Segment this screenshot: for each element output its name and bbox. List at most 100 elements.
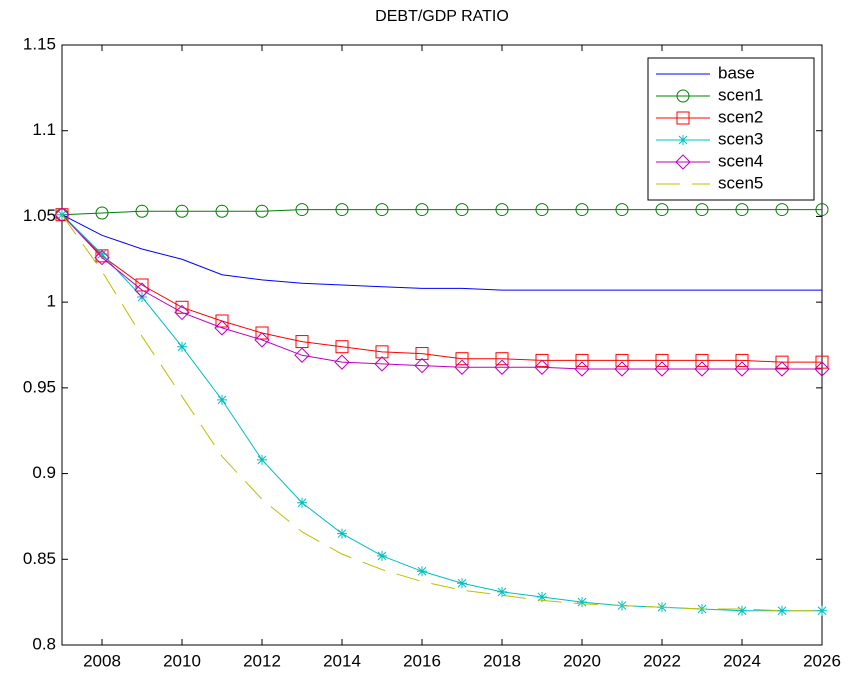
x-tick-label: 2018 xyxy=(483,651,521,670)
marker xyxy=(295,203,309,217)
marker xyxy=(775,203,789,217)
marker xyxy=(174,304,190,321)
y-tick-label: 0.85 xyxy=(23,549,56,568)
legend-label: scen2 xyxy=(718,107,763,126)
marker xyxy=(815,355,829,369)
marker xyxy=(535,203,549,217)
marker xyxy=(57,209,67,220)
legend-label: scen4 xyxy=(718,151,763,170)
marker xyxy=(294,347,310,363)
marker xyxy=(695,353,709,367)
marker xyxy=(177,341,187,352)
marker xyxy=(134,282,150,298)
marker xyxy=(495,203,509,217)
marker xyxy=(734,361,750,377)
y-tick-label: 0.9 xyxy=(32,463,56,482)
marker xyxy=(215,314,229,328)
marker xyxy=(295,335,309,349)
x-tick-label: 2014 xyxy=(323,651,361,670)
marker xyxy=(415,347,429,361)
marker xyxy=(217,394,227,405)
marker xyxy=(95,206,109,220)
y-tick-label: 0.95 xyxy=(23,377,56,396)
marker xyxy=(577,597,587,608)
marker xyxy=(497,586,507,597)
marker xyxy=(374,356,390,372)
marker xyxy=(676,89,690,103)
marker xyxy=(255,326,269,340)
marker xyxy=(735,203,749,217)
marker xyxy=(375,345,389,359)
marker xyxy=(255,204,269,218)
marker xyxy=(175,300,189,314)
marker xyxy=(815,203,829,217)
marker xyxy=(455,203,469,217)
x-tick-label: 2016 xyxy=(403,651,441,670)
marker xyxy=(414,357,430,374)
marker xyxy=(737,605,747,616)
marker xyxy=(214,320,230,336)
marker xyxy=(694,361,710,377)
legend-label: scen3 xyxy=(718,129,763,148)
x-tick-label: 2020 xyxy=(563,651,601,670)
legend: base scen1 scen2 scen3 scen4 scen5 xyxy=(647,57,815,201)
marker xyxy=(254,332,270,348)
x-tick-label: 2012 xyxy=(243,651,281,670)
plot-area xyxy=(61,44,823,646)
marker xyxy=(654,361,670,377)
marker xyxy=(574,361,590,377)
marker xyxy=(537,592,547,602)
marker xyxy=(817,605,827,616)
marker xyxy=(494,359,510,375)
legend-label: scen5 xyxy=(718,173,763,192)
marker xyxy=(215,204,229,218)
marker xyxy=(575,203,589,217)
marker xyxy=(257,454,267,465)
marker xyxy=(417,566,427,577)
marker xyxy=(575,353,589,367)
series-line xyxy=(61,209,822,216)
marker xyxy=(457,578,467,589)
marker xyxy=(777,605,787,616)
legend-label: scen1 xyxy=(718,85,763,104)
marker xyxy=(455,352,469,366)
y-tick-label: 1.15 xyxy=(23,34,56,53)
marker xyxy=(814,361,830,377)
marker xyxy=(415,203,429,217)
marker xyxy=(535,353,549,367)
marker xyxy=(54,207,70,223)
marker xyxy=(454,359,470,375)
marker xyxy=(334,354,350,370)
marker xyxy=(97,249,107,260)
marker xyxy=(495,352,509,366)
marker xyxy=(135,204,149,218)
x-tick-label: 2010 xyxy=(163,651,201,670)
series-line xyxy=(61,214,822,370)
marker xyxy=(774,361,790,377)
x-tick-label: 2024 xyxy=(723,651,761,670)
series-line xyxy=(61,214,822,363)
marker xyxy=(655,203,669,217)
marker xyxy=(615,353,629,367)
x-tick-label: 2026 xyxy=(803,651,841,670)
marker xyxy=(94,249,110,266)
series-line xyxy=(61,214,822,291)
x-tick-label: 2022 xyxy=(643,651,681,670)
x-tick-label: 2008 xyxy=(83,651,121,670)
marker xyxy=(695,203,709,217)
marker xyxy=(678,135,688,145)
marker xyxy=(335,203,349,217)
series-line xyxy=(61,214,822,612)
legend-box xyxy=(647,57,815,201)
marker xyxy=(655,353,669,367)
marker xyxy=(175,204,189,218)
marker xyxy=(377,550,387,561)
y-tick-label: 1.05 xyxy=(23,206,56,225)
marker xyxy=(375,203,389,217)
legend-label: base xyxy=(718,63,755,82)
marker xyxy=(614,361,630,377)
series-line xyxy=(61,214,822,612)
y-tick-label: 1.1 xyxy=(32,120,56,139)
marker xyxy=(735,353,749,367)
